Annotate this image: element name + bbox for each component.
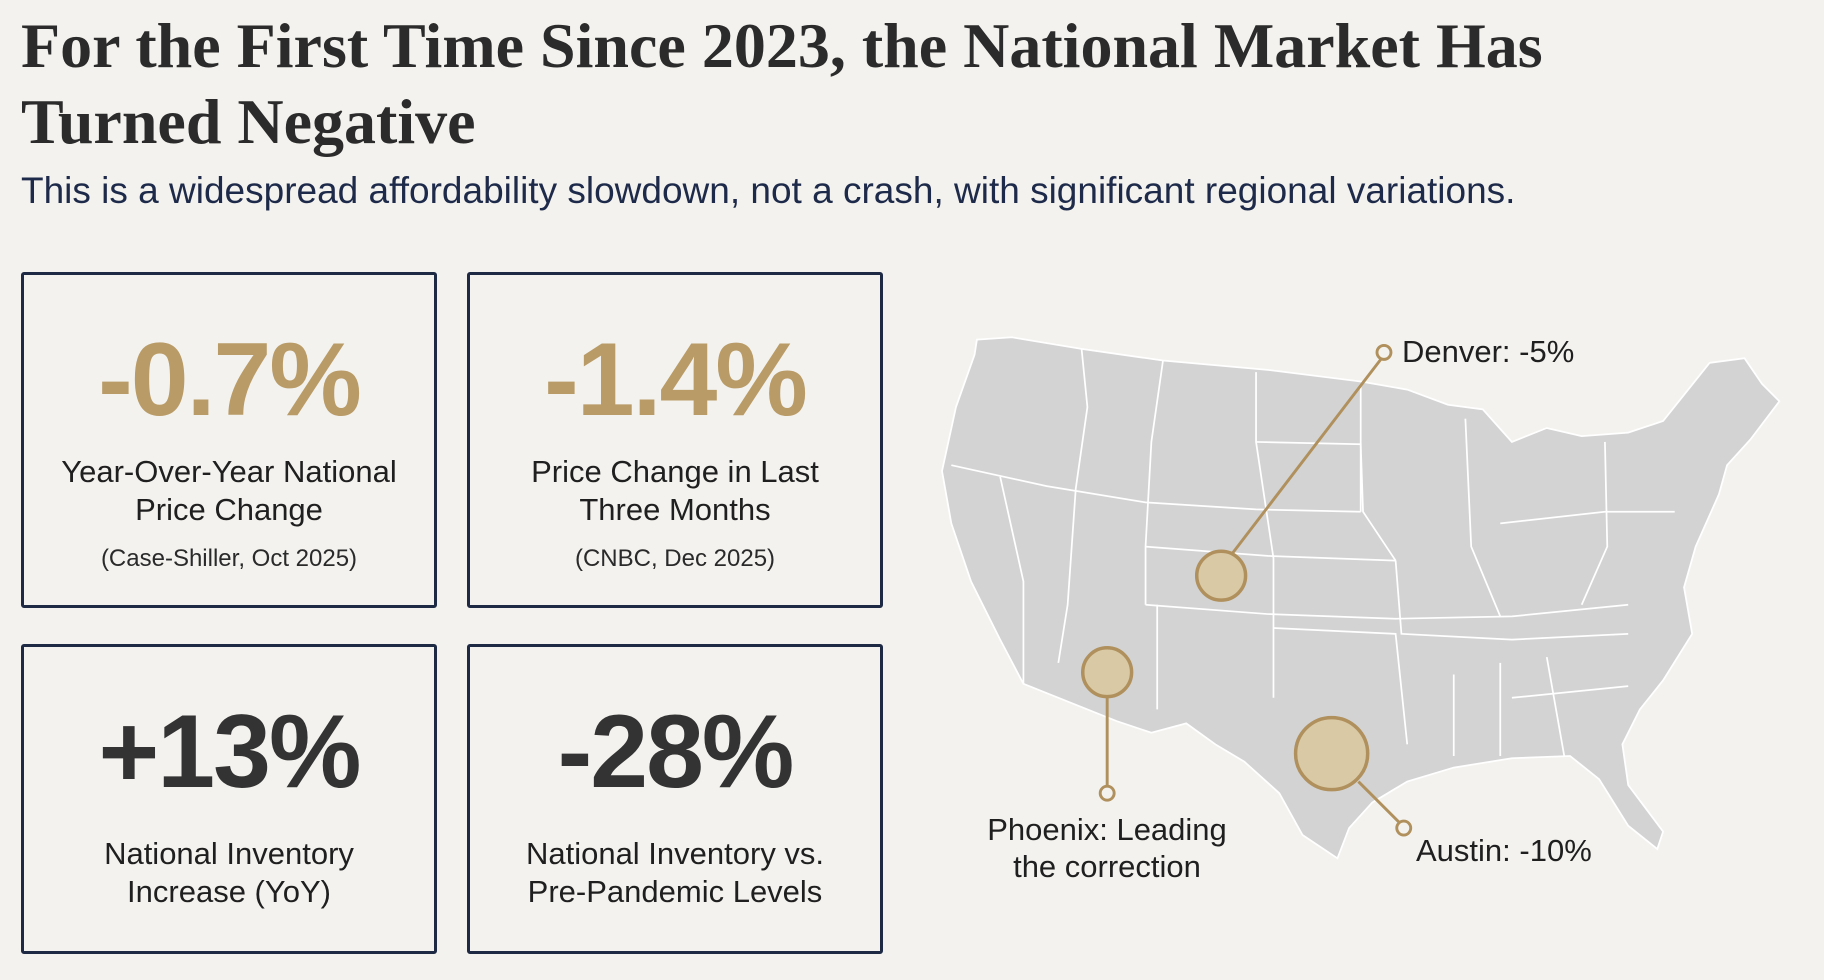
phoenix-label-line2: the correction: [1013, 849, 1201, 884]
stat-card-inventory-increase: +13% National Inventory Increase (YoY): [21, 644, 437, 954]
austin-label: Austin: -10%: [1416, 833, 1592, 868]
stat-card-three-month-price: -1.4% Price Change in Last Three Months …: [467, 272, 883, 608]
stat-label: Year-Over-Year National Price Change: [61, 454, 397, 527]
phoenix-marker: [1081, 646, 1134, 802]
stat-label: Price Change in Last Three Months: [531, 454, 819, 527]
phoenix-label-line1: Phoenix: Leading: [987, 812, 1227, 847]
stat-value: -1.4%: [544, 322, 808, 438]
us-map-outline: [941, 336, 1781, 860]
stat-source: (CNBC, Dec 2025): [574, 545, 776, 572]
stat-value: -0.7%: [98, 322, 362, 438]
phoenix-label: Phoenix: Leading the correction: [967, 811, 1247, 885]
page-title: For the First Time Since 2023, the Natio…: [21, 10, 1543, 157]
stat-label: National Inventory vs. Pre-Pandemic Leve…: [525, 836, 825, 909]
stat-value: +13%: [98, 694, 362, 810]
stat-source: (Case-Shiller, Oct 2025): [100, 545, 358, 572]
stat-card-inventory-vs-prepandemic: -28% National Inventory vs. Pre-Pandemic…: [467, 644, 883, 954]
stat-label: National Inventory Increase (YoY): [104, 836, 354, 909]
state-borders: [951, 348, 1675, 757]
page-subtitle: This is a widespread affordability slowd…: [21, 170, 1516, 211]
austin-marker: [1293, 715, 1413, 837]
stat-card-yoy-price: -0.7% Year-Over-Year National Price Chan…: [21, 272, 437, 608]
denver-marker: [1194, 343, 1393, 602]
stat-value: -28%: [557, 694, 795, 810]
denver-label: Denver: -5%: [1402, 334, 1575, 369]
